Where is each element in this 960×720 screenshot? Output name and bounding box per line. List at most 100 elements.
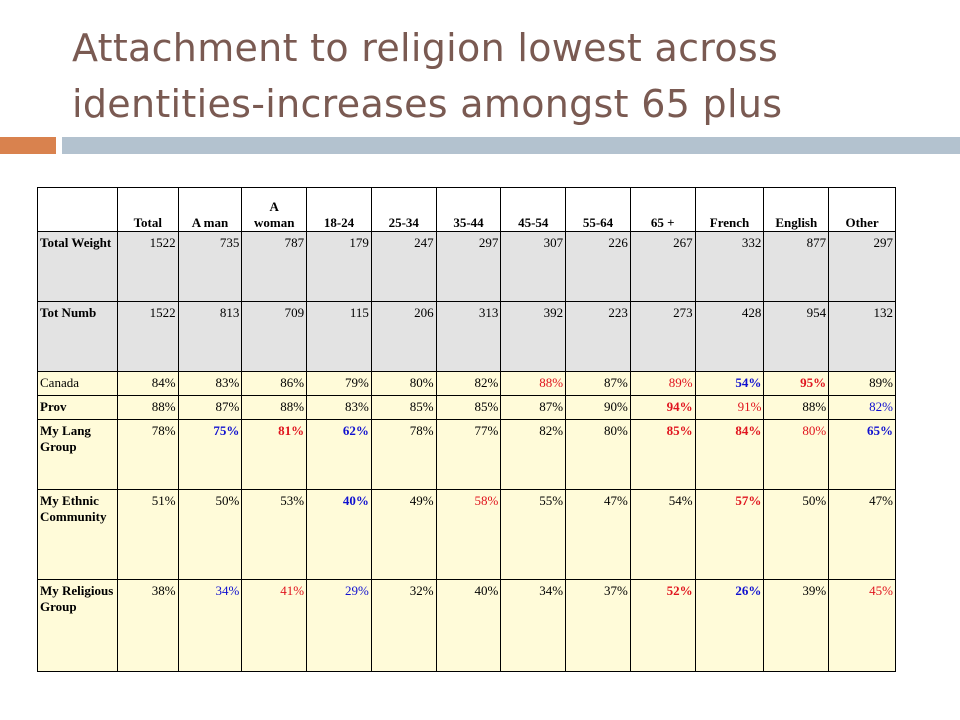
table-cell: 80%	[370, 371, 437, 396]
table-row: My Ethnic Community 51% 50% 53% 40% 49% 58% 55%…	[37, 489, 896, 580]
row-label: Tot Numb	[37, 301, 118, 372]
table-cell: 75%	[177, 419, 243, 490]
table-cell: 57%	[694, 489, 765, 580]
table-cell: 82%	[500, 419, 567, 490]
table-cell: 94%	[629, 395, 696, 420]
table-cell: 877	[763, 231, 830, 302]
column-header: 25-34	[370, 187, 437, 232]
table-cell: 307	[500, 231, 567, 302]
table-row: Canada 84% 83% 86% 79% 80% 82% 88% 87% 89% 54% 95% 8…	[37, 371, 896, 396]
table-cell: 313	[435, 301, 502, 372]
column-header: Total	[116, 187, 179, 232]
table-cell: 80%	[763, 419, 830, 490]
column-header: 55-64	[565, 187, 631, 232]
table-cell: 223	[565, 301, 631, 372]
data-table-container: Total A man A woman 18-24 25-34 35-44 45…	[37, 187, 896, 672]
table-cell: 82%	[828, 395, 896, 420]
column-header: A woman	[241, 187, 308, 232]
table-cell: 34%	[177, 579, 243, 672]
slide-title-line-1: Attachment to religion lowest across	[72, 26, 779, 70]
header-row: Total A man A woman 18-24 25-34 35-44 45…	[37, 187, 896, 232]
row-label: Total Weight	[37, 231, 118, 302]
table-cell: 85%	[435, 395, 502, 420]
table-cell: 88%	[500, 371, 567, 396]
table-cell: 34%	[500, 579, 567, 672]
table-cell: 77%	[435, 419, 502, 490]
table-cell: 87%	[177, 395, 243, 420]
table-cell: 38%	[116, 579, 179, 672]
table-cell: 55%	[500, 489, 567, 580]
row-label: Prov	[37, 395, 118, 420]
table-cell: 85%	[629, 419, 696, 490]
table-cell: 37%	[565, 579, 631, 672]
row-label: My Religious Group	[37, 579, 118, 672]
corner-cell	[37, 187, 118, 232]
table-cell: 54%	[629, 489, 696, 580]
table-cell: 428	[694, 301, 765, 372]
table-cell: 81%	[241, 419, 308, 490]
table-cell: 179	[306, 231, 372, 302]
table-cell: 58%	[435, 489, 502, 580]
table-cell: 273	[629, 301, 696, 372]
table-cell: 87%	[565, 371, 631, 396]
slide-title: Attachment to religion lowest across ide…	[72, 20, 932, 132]
table-cell: 53%	[241, 489, 308, 580]
column-header: 35-44	[435, 187, 502, 232]
column-header: 18-24	[306, 187, 372, 232]
table-cell: 79%	[306, 371, 372, 396]
column-header: A man	[177, 187, 243, 232]
table-cell: 54%	[694, 371, 765, 396]
table-cell: 267	[629, 231, 696, 302]
table-cell: 26%	[694, 579, 765, 672]
table-cell: 52%	[629, 579, 696, 672]
table-cell: 89%	[828, 371, 896, 396]
table-cell: 82%	[435, 371, 502, 396]
table-cell: 1522	[116, 231, 179, 302]
table-cell: 813	[177, 301, 243, 372]
table-cell: 32%	[370, 579, 437, 672]
column-header: 45-54	[500, 187, 567, 232]
column-header: English	[763, 187, 830, 232]
table-cell: 297	[435, 231, 502, 302]
table-cell: 115	[306, 301, 372, 372]
table-cell: 88%	[241, 395, 308, 420]
table-row: My Lang Group 78% 75% 81% 62% 78% 77% 82% 80% 85%…	[37, 419, 896, 490]
table-row: Prov 88% 87% 88% 83% 85% 85% 87% 90% 94% 91% 88% 82%	[37, 395, 896, 420]
table-cell: 91%	[694, 395, 765, 420]
table-cell: 50%	[177, 489, 243, 580]
table-cell: 89%	[629, 371, 696, 396]
table-cell: 47%	[565, 489, 631, 580]
table-cell: 86%	[241, 371, 308, 396]
table-cell: 85%	[370, 395, 437, 420]
table-cell: 247	[370, 231, 437, 302]
table-cell: 80%	[565, 419, 631, 490]
row-label: My Ethnic Community	[37, 489, 118, 580]
table-cell: 95%	[763, 371, 830, 396]
table-cell: 90%	[565, 395, 631, 420]
table-cell: 88%	[763, 395, 830, 420]
table-cell: 787	[241, 231, 308, 302]
table-cell: 78%	[370, 419, 437, 490]
table-cell: 332	[694, 231, 765, 302]
table-cell: 50%	[763, 489, 830, 580]
table-cell: 954	[763, 301, 830, 372]
table-cell: 83%	[177, 371, 243, 396]
table-cell: 392	[500, 301, 567, 372]
table-cell: 78%	[116, 419, 179, 490]
table-cell: 39%	[763, 579, 830, 672]
table-cell: 47%	[828, 489, 896, 580]
table-cell: 45%	[828, 579, 896, 672]
table-cell: 40%	[435, 579, 502, 672]
table-cell: 735	[177, 231, 243, 302]
table-cell: 1522	[116, 301, 179, 372]
row-label: Canada	[37, 371, 118, 396]
table-cell: 40%	[306, 489, 372, 580]
attachment-table: Total A man A woman 18-24 25-34 35-44 45…	[37, 187, 896, 672]
column-header: Other	[828, 187, 896, 232]
table-cell: 132	[828, 301, 896, 372]
table-cell: 206	[370, 301, 437, 372]
table-cell: 65%	[828, 419, 896, 490]
table-cell: 49%	[370, 489, 437, 580]
table-cell: 84%	[116, 371, 179, 396]
table-cell: 62%	[306, 419, 372, 490]
